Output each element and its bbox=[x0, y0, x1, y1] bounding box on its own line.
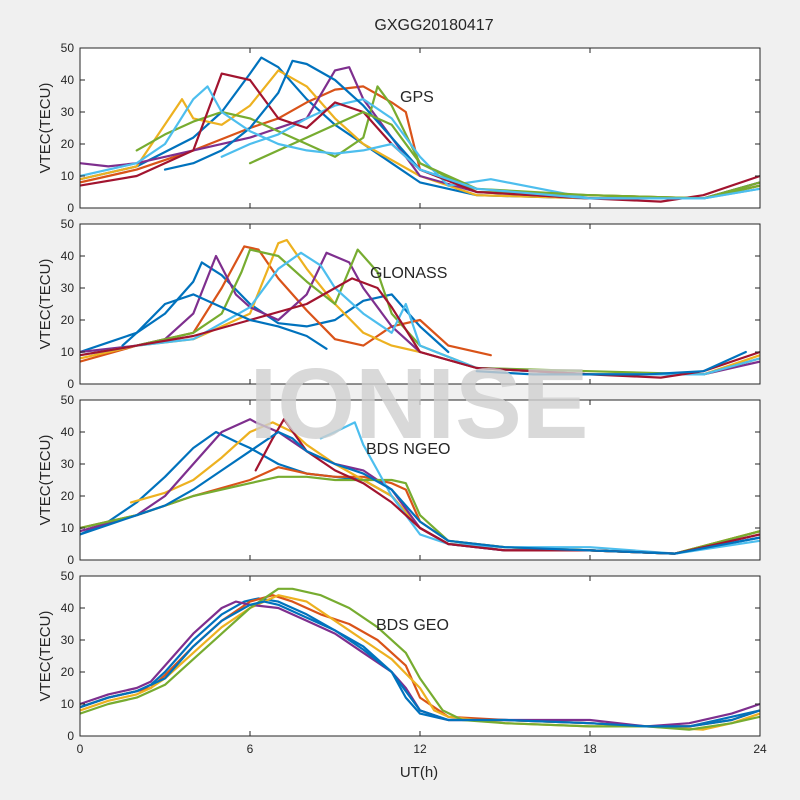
y-tick-label: 50 bbox=[61, 217, 75, 231]
plot-area bbox=[80, 224, 760, 384]
y-tick-label: 40 bbox=[61, 601, 75, 615]
series-group bbox=[80, 238, 760, 379]
series-line-8 bbox=[80, 430, 760, 555]
subplot-4: 0 10 20 30 40 50 0 6 12 18 24 VTEC(TECU) BDS GEO bbox=[37, 569, 767, 756]
y-tick-label: 40 bbox=[61, 249, 75, 263]
subplot-2: 0 10 20 30 40 50 VTEC(TECU) GLONASS bbox=[37, 217, 761, 391]
series-line-2 bbox=[80, 245, 492, 363]
y-tick-label: 30 bbox=[61, 457, 75, 471]
x-tick-label: 18 bbox=[583, 742, 597, 756]
series-line-8 bbox=[121, 293, 328, 350]
y-tick-label: 10 bbox=[61, 697, 75, 711]
y-tick-label: 0 bbox=[67, 553, 74, 567]
series-line-4 bbox=[80, 600, 760, 728]
panel-annotation: GLONASS bbox=[370, 265, 447, 282]
series-line-6 bbox=[80, 600, 760, 728]
y-tick-label: 40 bbox=[61, 425, 75, 439]
y-tick-label: 10 bbox=[61, 345, 75, 359]
y-tick-label: 0 bbox=[67, 729, 74, 743]
x-tick-label: 24 bbox=[753, 742, 767, 756]
y-axis-label: VTEC(TECU) bbox=[37, 83, 54, 174]
series-line-7 bbox=[80, 277, 760, 379]
panel-annotation: BDS NGEO bbox=[366, 441, 450, 458]
watermark: IONISE bbox=[250, 348, 589, 460]
panel-annotation: BDS GEO bbox=[376, 617, 449, 634]
panel-annotation: GPS bbox=[400, 89, 434, 106]
series-group bbox=[80, 418, 760, 555]
y-tick-label: 30 bbox=[61, 281, 75, 295]
series-line-9 bbox=[475, 350, 747, 376]
y-axis-label: VTEC(TECU) bbox=[37, 611, 54, 702]
y-tick-label: 0 bbox=[67, 377, 74, 391]
y-tick-label: 50 bbox=[61, 569, 75, 583]
x-axis-label: UT(h) bbox=[400, 764, 438, 781]
series-line-1 bbox=[80, 261, 450, 354]
y-tick-label: 0 bbox=[67, 201, 74, 215]
subplot-1: 0 10 20 30 40 50 VTEC(TECU) GPS bbox=[37, 41, 761, 215]
y-tick-label: 30 bbox=[61, 633, 75, 647]
y-tick-label: 20 bbox=[61, 137, 75, 151]
y-tick-label: 10 bbox=[61, 521, 75, 535]
y-tick-label: 30 bbox=[61, 105, 75, 119]
chart-title: GXGG20180417 bbox=[374, 17, 493, 34]
y-tick-label: 50 bbox=[61, 393, 75, 407]
y-axis-label: VTEC(TECU) bbox=[37, 259, 54, 350]
subplots: 0 10 20 30 40 50 VTEC(TECU) GPS 0 10 20 30 40 50 VTEC(… bbox=[37, 41, 767, 756]
y-axis-label: VTEC(TECU) bbox=[37, 435, 54, 526]
y-tick-label: 40 bbox=[61, 73, 75, 87]
plot-area bbox=[80, 48, 760, 208]
x-tick-label: 6 bbox=[247, 742, 254, 756]
series-line-5 bbox=[80, 587, 760, 731]
x-tick-label: 0 bbox=[77, 742, 84, 756]
x-tick-label: 12 bbox=[413, 742, 427, 756]
y-tick-label: 20 bbox=[61, 665, 75, 679]
y-tick-label: 20 bbox=[61, 489, 75, 503]
series-group bbox=[80, 56, 760, 203]
series-line-8 bbox=[163, 59, 478, 190]
y-tick-label: 20 bbox=[61, 313, 75, 327]
series-line-9 bbox=[248, 110, 760, 200]
series-line-10 bbox=[80, 85, 760, 200]
y-tick-label: 50 bbox=[61, 41, 75, 55]
series-group bbox=[80, 587, 760, 731]
subplot-3: 0 10 20 30 40 50 VTEC(TECU) BDS NGEO bbox=[37, 393, 761, 567]
y-tick-label: 10 bbox=[61, 169, 75, 183]
series-line-7 bbox=[80, 72, 760, 203]
